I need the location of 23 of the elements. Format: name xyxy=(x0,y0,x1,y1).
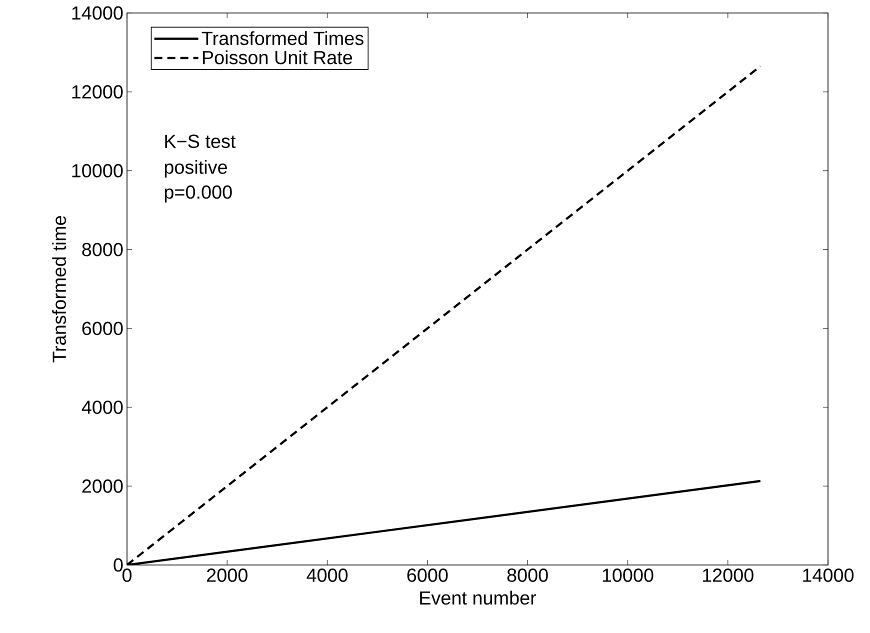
y-tick-label: 0 xyxy=(114,558,123,572)
x-tick-label: 14000 xyxy=(803,568,854,582)
legend-label: Transformed Times xyxy=(202,31,364,46)
x-tick-label: 2000 xyxy=(207,568,248,582)
legend-label: Poisson Unit Rate xyxy=(202,50,352,64)
y-tick-label: 4000 xyxy=(82,400,123,414)
y-tick-label: 14000 xyxy=(72,6,123,20)
y-axis-title: Transformed time xyxy=(52,216,66,362)
y-tick-label: 10000 xyxy=(72,164,123,178)
annotation: K−S test xyxy=(165,134,236,148)
x-tick-label: 8000 xyxy=(507,568,548,582)
x-tick-label: 0 xyxy=(122,568,132,582)
x-tick-label: 12000 xyxy=(702,568,754,582)
x-tick-label: 4000 xyxy=(306,568,348,582)
y-tick-label: 12000 xyxy=(72,85,123,99)
x-axis-title: Event number xyxy=(420,590,536,605)
annotation: positive xyxy=(164,160,227,178)
y-tick-label: 6000 xyxy=(82,322,123,336)
x-tick-label: 6000 xyxy=(407,568,448,582)
y-tick-label: 2000 xyxy=(82,479,123,493)
x-tick-label: 10000 xyxy=(602,568,654,582)
annotation: p=0.000 xyxy=(164,185,232,203)
y-tick-label: 8000 xyxy=(82,242,123,256)
